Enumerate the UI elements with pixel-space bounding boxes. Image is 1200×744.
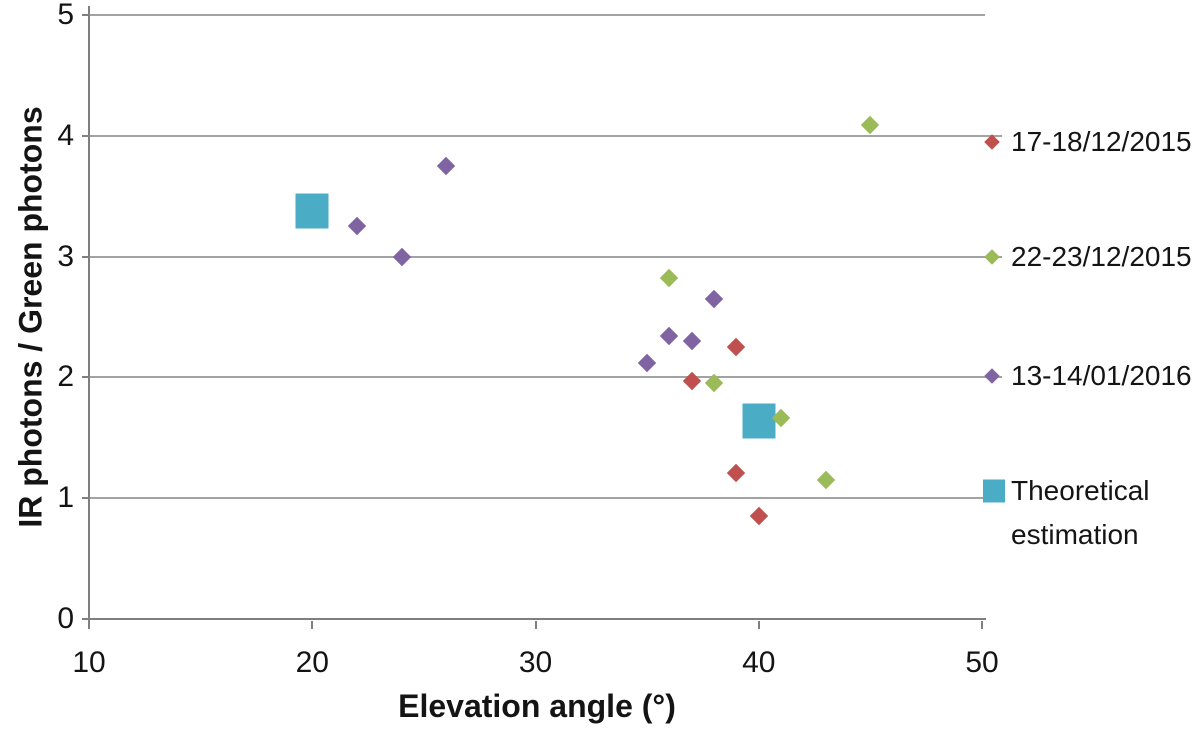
x-tick-label: 20 xyxy=(295,646,329,679)
legend-label: Theoretical estimation xyxy=(1011,475,1150,550)
h-gridline xyxy=(89,14,985,16)
y-tick-label: 0 xyxy=(57,602,74,635)
y-tick xyxy=(82,134,89,137)
y-tick-label: 4 xyxy=(57,118,74,152)
legend-label: 13-14/01/2016 xyxy=(1011,360,1192,391)
y-tick-label: 1 xyxy=(57,481,74,515)
data-point-diamond xyxy=(727,337,746,357)
y-tick-label: 2 xyxy=(57,360,74,394)
data-point-diamond xyxy=(637,353,657,373)
data-point-diamond xyxy=(392,247,411,266)
h-gridline xyxy=(89,376,1002,379)
data-point-diamond xyxy=(749,507,768,526)
legend-label: 17-18/12/2015 xyxy=(1011,126,1192,157)
y-tick-label: 3 xyxy=(57,239,74,273)
x-tick xyxy=(534,621,537,629)
x-tick xyxy=(757,621,760,629)
x-tick xyxy=(311,621,314,629)
h-gridline xyxy=(89,255,1002,258)
y-tick xyxy=(82,497,89,500)
data-point-diamond xyxy=(816,470,835,490)
data-point-square xyxy=(295,193,329,229)
h-gridline xyxy=(89,134,1002,137)
x-tick-label: 40 xyxy=(742,646,776,679)
data-point-diamond xyxy=(704,289,724,309)
x-axis-line xyxy=(88,618,986,620)
x-tick-label: 30 xyxy=(518,646,553,679)
data-point-diamond xyxy=(682,331,701,351)
y-tick xyxy=(82,255,89,258)
y-tick-label: 5 xyxy=(57,0,74,31)
x-tick xyxy=(88,621,90,629)
legend-marker-diamond xyxy=(984,249,1000,265)
y-tick xyxy=(82,14,89,16)
legend-marker-square xyxy=(983,479,1005,503)
x-tick xyxy=(981,621,983,629)
data-point-diamond xyxy=(436,156,456,176)
y-axis-title: IR photons / Green photons xyxy=(12,106,49,528)
data-point-diamond xyxy=(861,115,880,135)
x-tick-label: 50 xyxy=(965,646,999,679)
data-point-diamond xyxy=(347,217,367,236)
x-axis-title: Elevation angle (°) xyxy=(398,688,676,724)
data-point-diamond xyxy=(660,269,679,288)
x-tick-label: 10 xyxy=(72,646,106,679)
data-point-square xyxy=(742,403,776,439)
data-point-diamond xyxy=(660,327,679,346)
legend-label: 22-23/12/2015 xyxy=(1011,241,1192,272)
data-point-diamond xyxy=(682,371,701,391)
y-tick xyxy=(82,618,89,620)
legend-marker-diamond xyxy=(984,368,1000,384)
y-tick xyxy=(82,376,89,379)
data-point-diamond xyxy=(727,463,746,483)
h-gridline xyxy=(89,497,1002,500)
y-axis-line xyxy=(88,6,90,621)
